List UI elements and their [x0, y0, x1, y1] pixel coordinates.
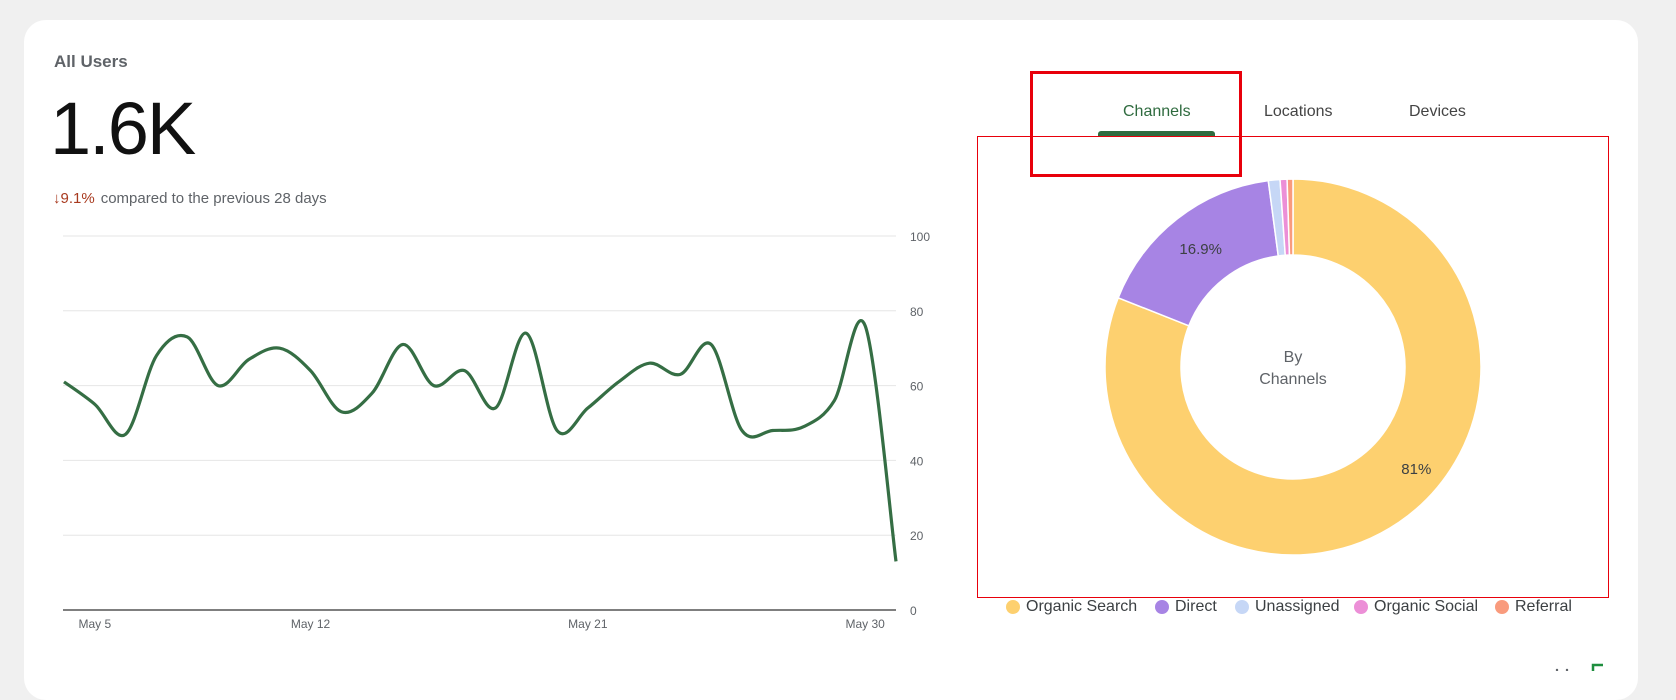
y-tick-label: 80 [910, 305, 924, 319]
y-tick-label: 0 [910, 604, 917, 618]
legend-dot [1235, 600, 1249, 614]
legend-item-organic-search[interactable]: Organic Search [1006, 598, 1137, 616]
legend-label: Direct [1175, 598, 1217, 615]
y-tick-label: 60 [910, 380, 924, 394]
active-tab-indicator [1098, 131, 1215, 136]
card-actions-icons[interactable] [1545, 662, 1605, 671]
legend-label: Referral [1515, 598, 1572, 615]
x-tick-label: May 12 [291, 617, 331, 631]
users-series-line [63, 319, 898, 562]
y-tick-label: 20 [910, 529, 924, 543]
all-users-card [24, 20, 1638, 700]
x-tick-label: May 30 [846, 617, 886, 631]
legend-label: Organic Social [1374, 598, 1479, 615]
legend-item-unassigned[interactable]: Unassigned [1235, 598, 1340, 616]
arrow-down-icon: ↓ [53, 190, 61, 207]
period-comparison: ↓9.1% compared to the previous 28 days [53, 190, 327, 207]
dot-icon [1555, 668, 1559, 671]
legend-item-direct[interactable]: Direct [1155, 598, 1217, 616]
legend-dot [1354, 600, 1368, 614]
highlight-box-donut [977, 136, 1609, 598]
legend-item-organic-social[interactable]: Organic Social [1354, 598, 1478, 616]
y-tick-label: 100 [910, 230, 930, 244]
donut-center-line1: By [1284, 349, 1303, 366]
change-description: compared to the previous 28 days [100, 190, 327, 207]
users-total-value: 1.6K [50, 87, 196, 170]
insights-icon [1591, 663, 1603, 671]
donut-center-line2: Channels [1259, 371, 1327, 388]
legend-dot [1495, 600, 1509, 614]
x-tick-label: May 21 [568, 617, 608, 631]
legend-dot [1006, 600, 1020, 614]
legend-item-referral[interactable]: Referral [1495, 598, 1572, 616]
highlight-box-channels-tab [1030, 71, 1242, 177]
legend-label: Unassigned [1255, 598, 1340, 615]
slice-value-label: 16.9% [1179, 241, 1222, 258]
channels-donut-chart: 81% 16.9% By Channels [1104, 178, 1482, 556]
slice-value-label: 81% [1401, 461, 1431, 478]
donut-slice-referral[interactable] [1286, 178, 1294, 256]
card-title: All Users [54, 52, 128, 71]
tab-locations[interactable]: Locations [1264, 103, 1333, 120]
users-line-chart: 0 20 40 60 80 100 May 5 May 12 May 21 May 30 [63, 230, 930, 631]
x-tick-label: May 5 [78, 617, 111, 631]
legend-label: Organic Search [1026, 598, 1138, 615]
dot-icon [1565, 668, 1569, 671]
y-tick-label: 40 [910, 454, 924, 468]
donut-slice-organic-search[interactable] [1104, 178, 1482, 556]
tab-channels[interactable]: Channels [1123, 103, 1191, 120]
tab-devices[interactable]: Devices [1409, 103, 1466, 120]
change-percent: 9.1% [60, 190, 95, 207]
legend-dot [1155, 600, 1169, 614]
